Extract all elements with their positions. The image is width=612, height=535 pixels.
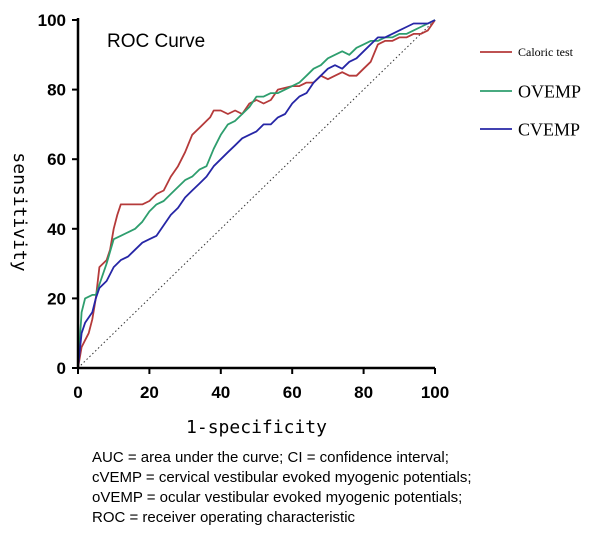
chart-title: ROC Curve xyxy=(107,31,205,52)
y-tick-label: 0 xyxy=(57,359,66,378)
footnote: AUC = area under the curve; CI = confide… xyxy=(92,448,607,528)
y-tick-label: 40 xyxy=(47,220,66,239)
footnote-line: AUC = area under the curve; CI = confide… xyxy=(92,449,449,466)
y-tick-label: 60 xyxy=(47,150,66,169)
x-tick-label: 20 xyxy=(140,383,159,402)
y-tick-label: 20 xyxy=(47,289,66,308)
reference-diagonal xyxy=(77,19,436,369)
legend-label: Caloric test xyxy=(518,45,574,59)
footnote-line: cVEMP = cervical vestibular evoked myoge… xyxy=(92,469,472,486)
x-tick-label: 100 xyxy=(421,383,449,402)
y-tick-label: 100 xyxy=(38,11,66,30)
x-tick-label: 80 xyxy=(354,383,373,402)
x-axis-label: 1-specificity xyxy=(186,417,327,438)
x-tick-label: 40 xyxy=(211,383,230,402)
legend-label: OVEMP xyxy=(518,81,581,101)
legend-label: CVEMP xyxy=(518,119,580,139)
footnote-line: oVEMP = ocular vestibular evoked myogeni… xyxy=(92,489,463,506)
y-tick-label: 80 xyxy=(47,81,66,100)
footnote-line: ROC = receiver operating characteristic xyxy=(92,509,356,526)
x-tick-label: 0 xyxy=(73,383,82,402)
series-line xyxy=(77,19,436,369)
x-tick-label: 60 xyxy=(283,383,302,402)
y-axis-label: sensitivity xyxy=(9,152,30,271)
series-line xyxy=(77,19,436,369)
